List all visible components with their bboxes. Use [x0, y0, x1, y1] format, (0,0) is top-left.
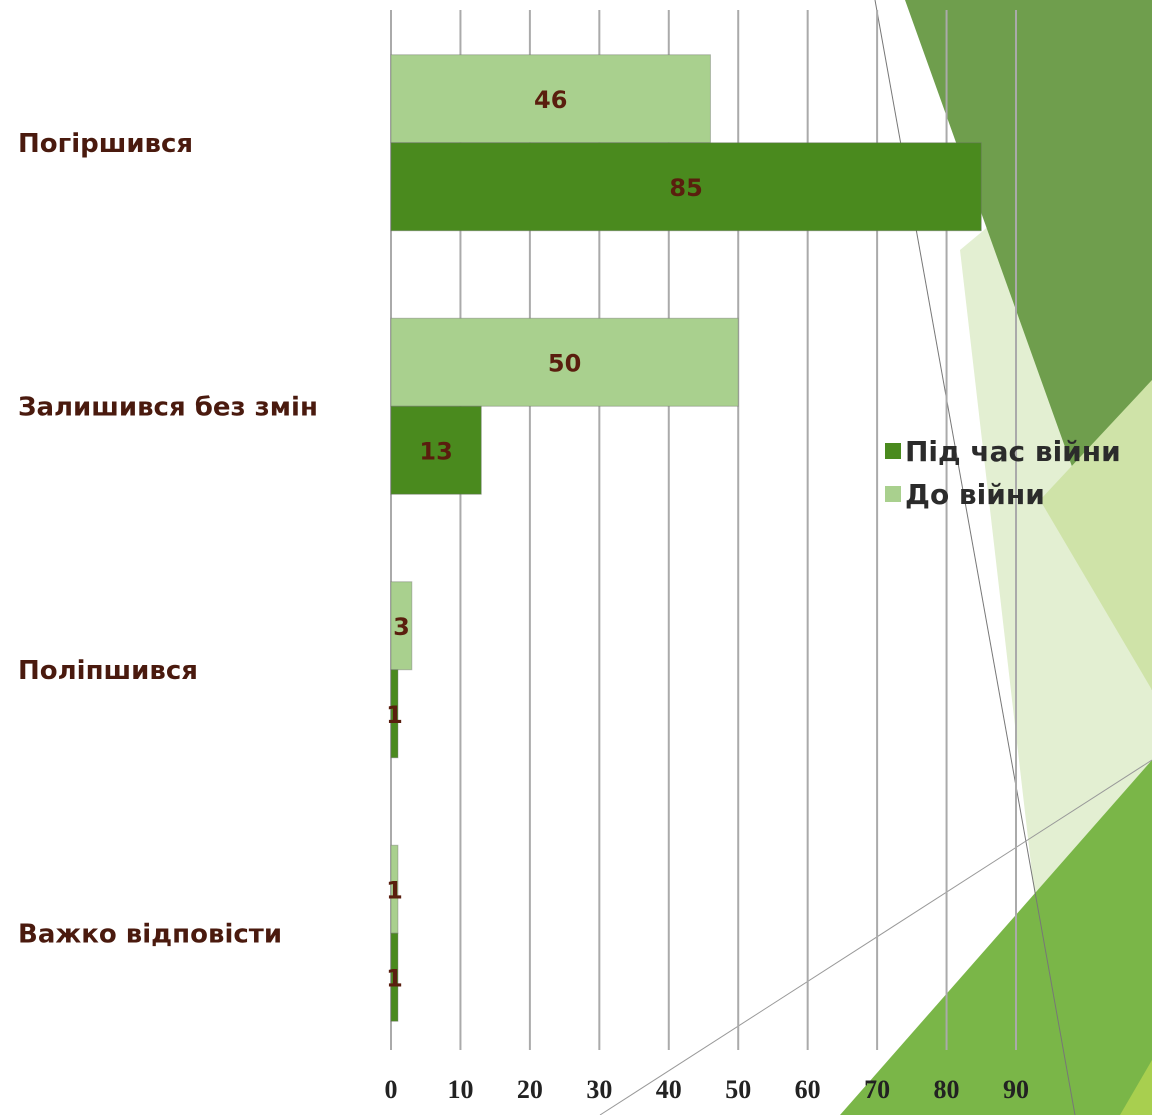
data-label: 1 [386, 876, 403, 904]
x-tick-label: 30 [586, 1075, 612, 1104]
bar [390, 54, 711, 144]
x-tick-label: 70 [864, 1075, 890, 1104]
legend-swatch [885, 443, 901, 459]
bar [390, 932, 399, 1022]
bar [390, 142, 982, 232]
bar [390, 405, 482, 495]
x-tick-label: 20 [517, 1075, 543, 1104]
x-tick-label: 60 [795, 1075, 821, 1104]
x-tick-label: 80 [934, 1075, 960, 1104]
data-label: 1 [386, 701, 403, 729]
legend-label: До війни [905, 478, 1045, 511]
legend-swatch [885, 486, 901, 502]
x-tick-label: 50 [725, 1075, 751, 1104]
category-label: Важко відповісти [18, 919, 282, 949]
data-label: 13 [419, 437, 452, 465]
x-tick-label: 90 [1003, 1075, 1029, 1104]
legend-label: Під час війни [905, 435, 1121, 468]
category-label: Залишився без змін [18, 392, 318, 422]
data-label: 46 [534, 86, 567, 114]
bar [390, 669, 399, 759]
data-label: 85 [669, 174, 702, 202]
data-label: 1 [386, 964, 403, 992]
category-label: Погіршився [18, 129, 193, 159]
bar [390, 317, 739, 407]
x-tick-label: 0 [385, 1075, 398, 1104]
bar [390, 581, 413, 671]
x-tick-label: 40 [656, 1075, 682, 1104]
category-label: Поліпшився [18, 656, 198, 686]
data-label: 3 [393, 613, 410, 641]
data-label: 50 [548, 349, 581, 377]
x-tick-label: 10 [447, 1075, 473, 1104]
